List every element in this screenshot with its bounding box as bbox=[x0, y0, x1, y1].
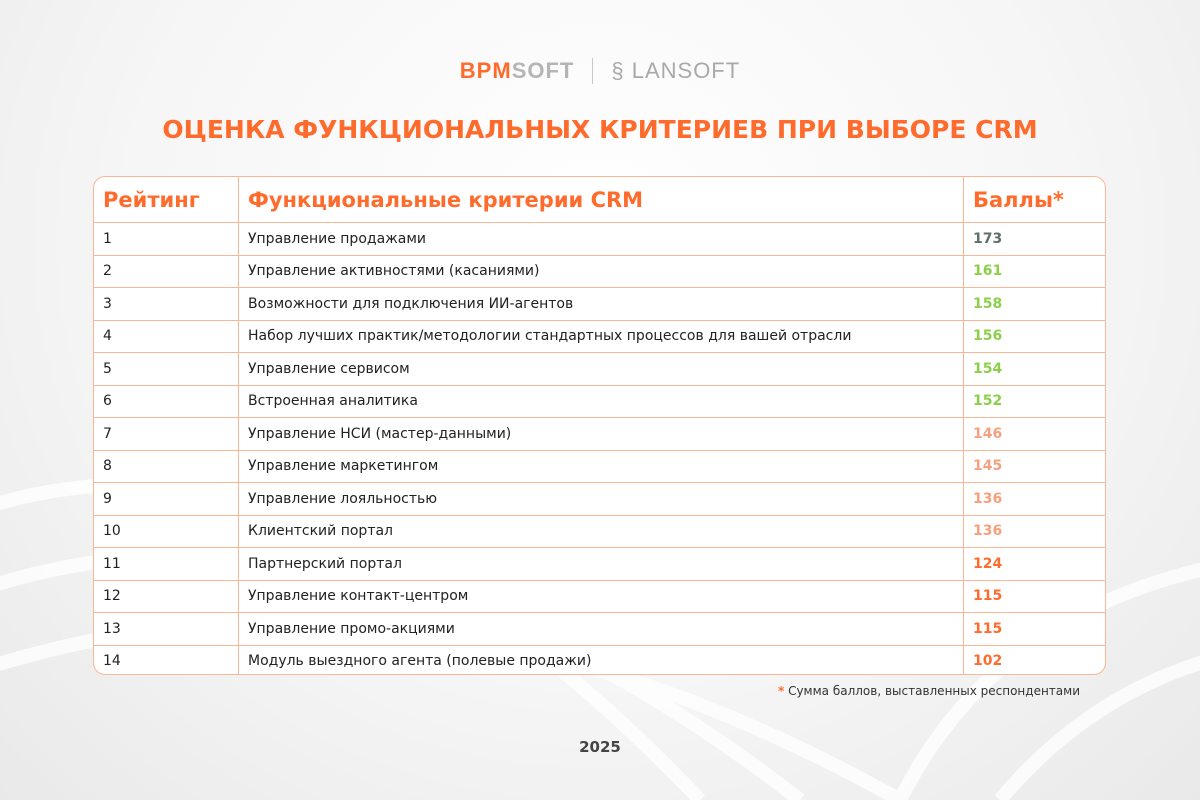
table-row: 7 Управление НСИ (мастер-данными) 146 bbox=[94, 417, 1105, 450]
table-row: 12 Управление контакт-центром 115 bbox=[94, 579, 1105, 612]
table-row: 6 Встроенная аналитика 152 bbox=[94, 384, 1105, 417]
score-cell: 161 bbox=[963, 255, 1105, 287]
year: 2025 bbox=[579, 738, 621, 756]
rank-cell: 3 bbox=[103, 295, 112, 312]
rank-cell: 5 bbox=[103, 360, 112, 377]
score-cell: 173 bbox=[963, 223, 1105, 255]
rank-cell: 6 bbox=[103, 393, 112, 410]
table-row: 5 Управление сервисом 154 bbox=[94, 352, 1105, 385]
rank-cell: 4 bbox=[103, 328, 112, 345]
header-rank: Рейтинг bbox=[103, 187, 200, 212]
criterion-cell: Набор лучших практик/методологии стандар… bbox=[238, 320, 963, 352]
table-row: 3 Возможности для подключения ИИ-агентов 1… bbox=[94, 287, 1105, 320]
score-cell: 115 bbox=[963, 613, 1105, 645]
header-score: Баллы* bbox=[963, 177, 1105, 222]
rank-cell: 12 bbox=[103, 588, 121, 605]
score-cell: 152 bbox=[963, 385, 1105, 417]
bpmsoft-logo: BPMSOFT bbox=[459, 58, 575, 83]
score-cell: 102 bbox=[963, 645, 1105, 674]
score-cell: 136 bbox=[963, 515, 1105, 547]
score-cell: 115 bbox=[963, 580, 1105, 612]
criterion-cell: Управление лояльностью bbox=[238, 483, 963, 515]
table-row: 8 Управление маркетингом 145 bbox=[94, 449, 1105, 482]
criterion-cell: Возможности для подключения ИИ-агентов bbox=[238, 288, 963, 320]
rank-cell: 7 bbox=[103, 425, 112, 442]
rank-cell: 10 bbox=[103, 523, 121, 540]
rank-cell: 13 bbox=[103, 620, 121, 637]
table-row: 9 Управление лояльностью 136 bbox=[94, 482, 1105, 515]
criterion-cell: Управление сервисом bbox=[238, 353, 963, 385]
score-cell: 156 bbox=[963, 320, 1105, 352]
score-cell: 136 bbox=[963, 483, 1105, 515]
rank-cell: 11 bbox=[103, 555, 121, 572]
criterion-cell: Модуль выездного агента (полевые продажи… bbox=[238, 645, 963, 674]
score-cell: 124 bbox=[963, 548, 1105, 580]
table-row: 1 Управление продажами 173 bbox=[94, 222, 1105, 255]
table-row: 13 Управление промо-акциями 115 bbox=[94, 612, 1105, 645]
criterion-cell: Партнерский портал bbox=[238, 548, 963, 580]
rank-cell: 14 bbox=[103, 653, 121, 670]
criterion-cell: Управление промо-акциями bbox=[238, 613, 963, 645]
table-row: 4 Набор лучших практик/методологии станда… bbox=[94, 319, 1105, 352]
rank-cell: 2 bbox=[103, 263, 112, 280]
lansoft-logo: § LANSOFT bbox=[611, 58, 741, 83]
criterion-cell: Управление активностями (касаниями) bbox=[238, 255, 963, 287]
logos: BPMSOFT § LANSOFT bbox=[0, 58, 1200, 84]
criteria-table: Рейтинг Функциональные критерии CRM Балл… bbox=[93, 176, 1106, 675]
criterion-cell: Встроенная аналитика bbox=[238, 385, 963, 417]
table-row: 11 Партнерский портал 124 bbox=[94, 547, 1105, 580]
criterion-cell: Управление продажами bbox=[238, 223, 963, 255]
score-cell: 158 bbox=[963, 288, 1105, 320]
table-row: 10 Клиентский портал 136 bbox=[94, 514, 1105, 547]
table-row: 14 Модуль выездного агента (полевые прода… bbox=[94, 644, 1105, 674]
score-cell: 146 bbox=[963, 418, 1105, 450]
rank-cell: 8 bbox=[103, 458, 112, 475]
table-row: 2 Управление активностями (касаниями) 161 bbox=[94, 254, 1105, 287]
criterion-cell: Управление контакт-центром bbox=[238, 580, 963, 612]
criterion-cell: Управление маркетингом bbox=[238, 450, 963, 482]
rank-cell: 9 bbox=[103, 490, 112, 507]
header-criterion: Функциональные критерии CRM bbox=[238, 177, 963, 222]
logo-divider bbox=[592, 58, 594, 84]
score-cell: 145 bbox=[963, 450, 1105, 482]
criterion-cell: Клиентский портал bbox=[238, 515, 963, 547]
page-title: ОЦЕНКА ФУНКЦИОНАЛЬНЫХ КРИТЕРИЕВ ПРИ ВЫБО… bbox=[162, 115, 1038, 144]
criterion-cell: Управление НСИ (мастер-данными) bbox=[238, 418, 963, 450]
rank-cell: 1 bbox=[103, 230, 112, 247]
footnote: * Сумма баллов, выставленных респондента… bbox=[777, 684, 1080, 698]
score-cell: 154 bbox=[963, 353, 1105, 385]
table-header: Рейтинг Функциональные критерии CRM Балл… bbox=[94, 177, 1105, 222]
